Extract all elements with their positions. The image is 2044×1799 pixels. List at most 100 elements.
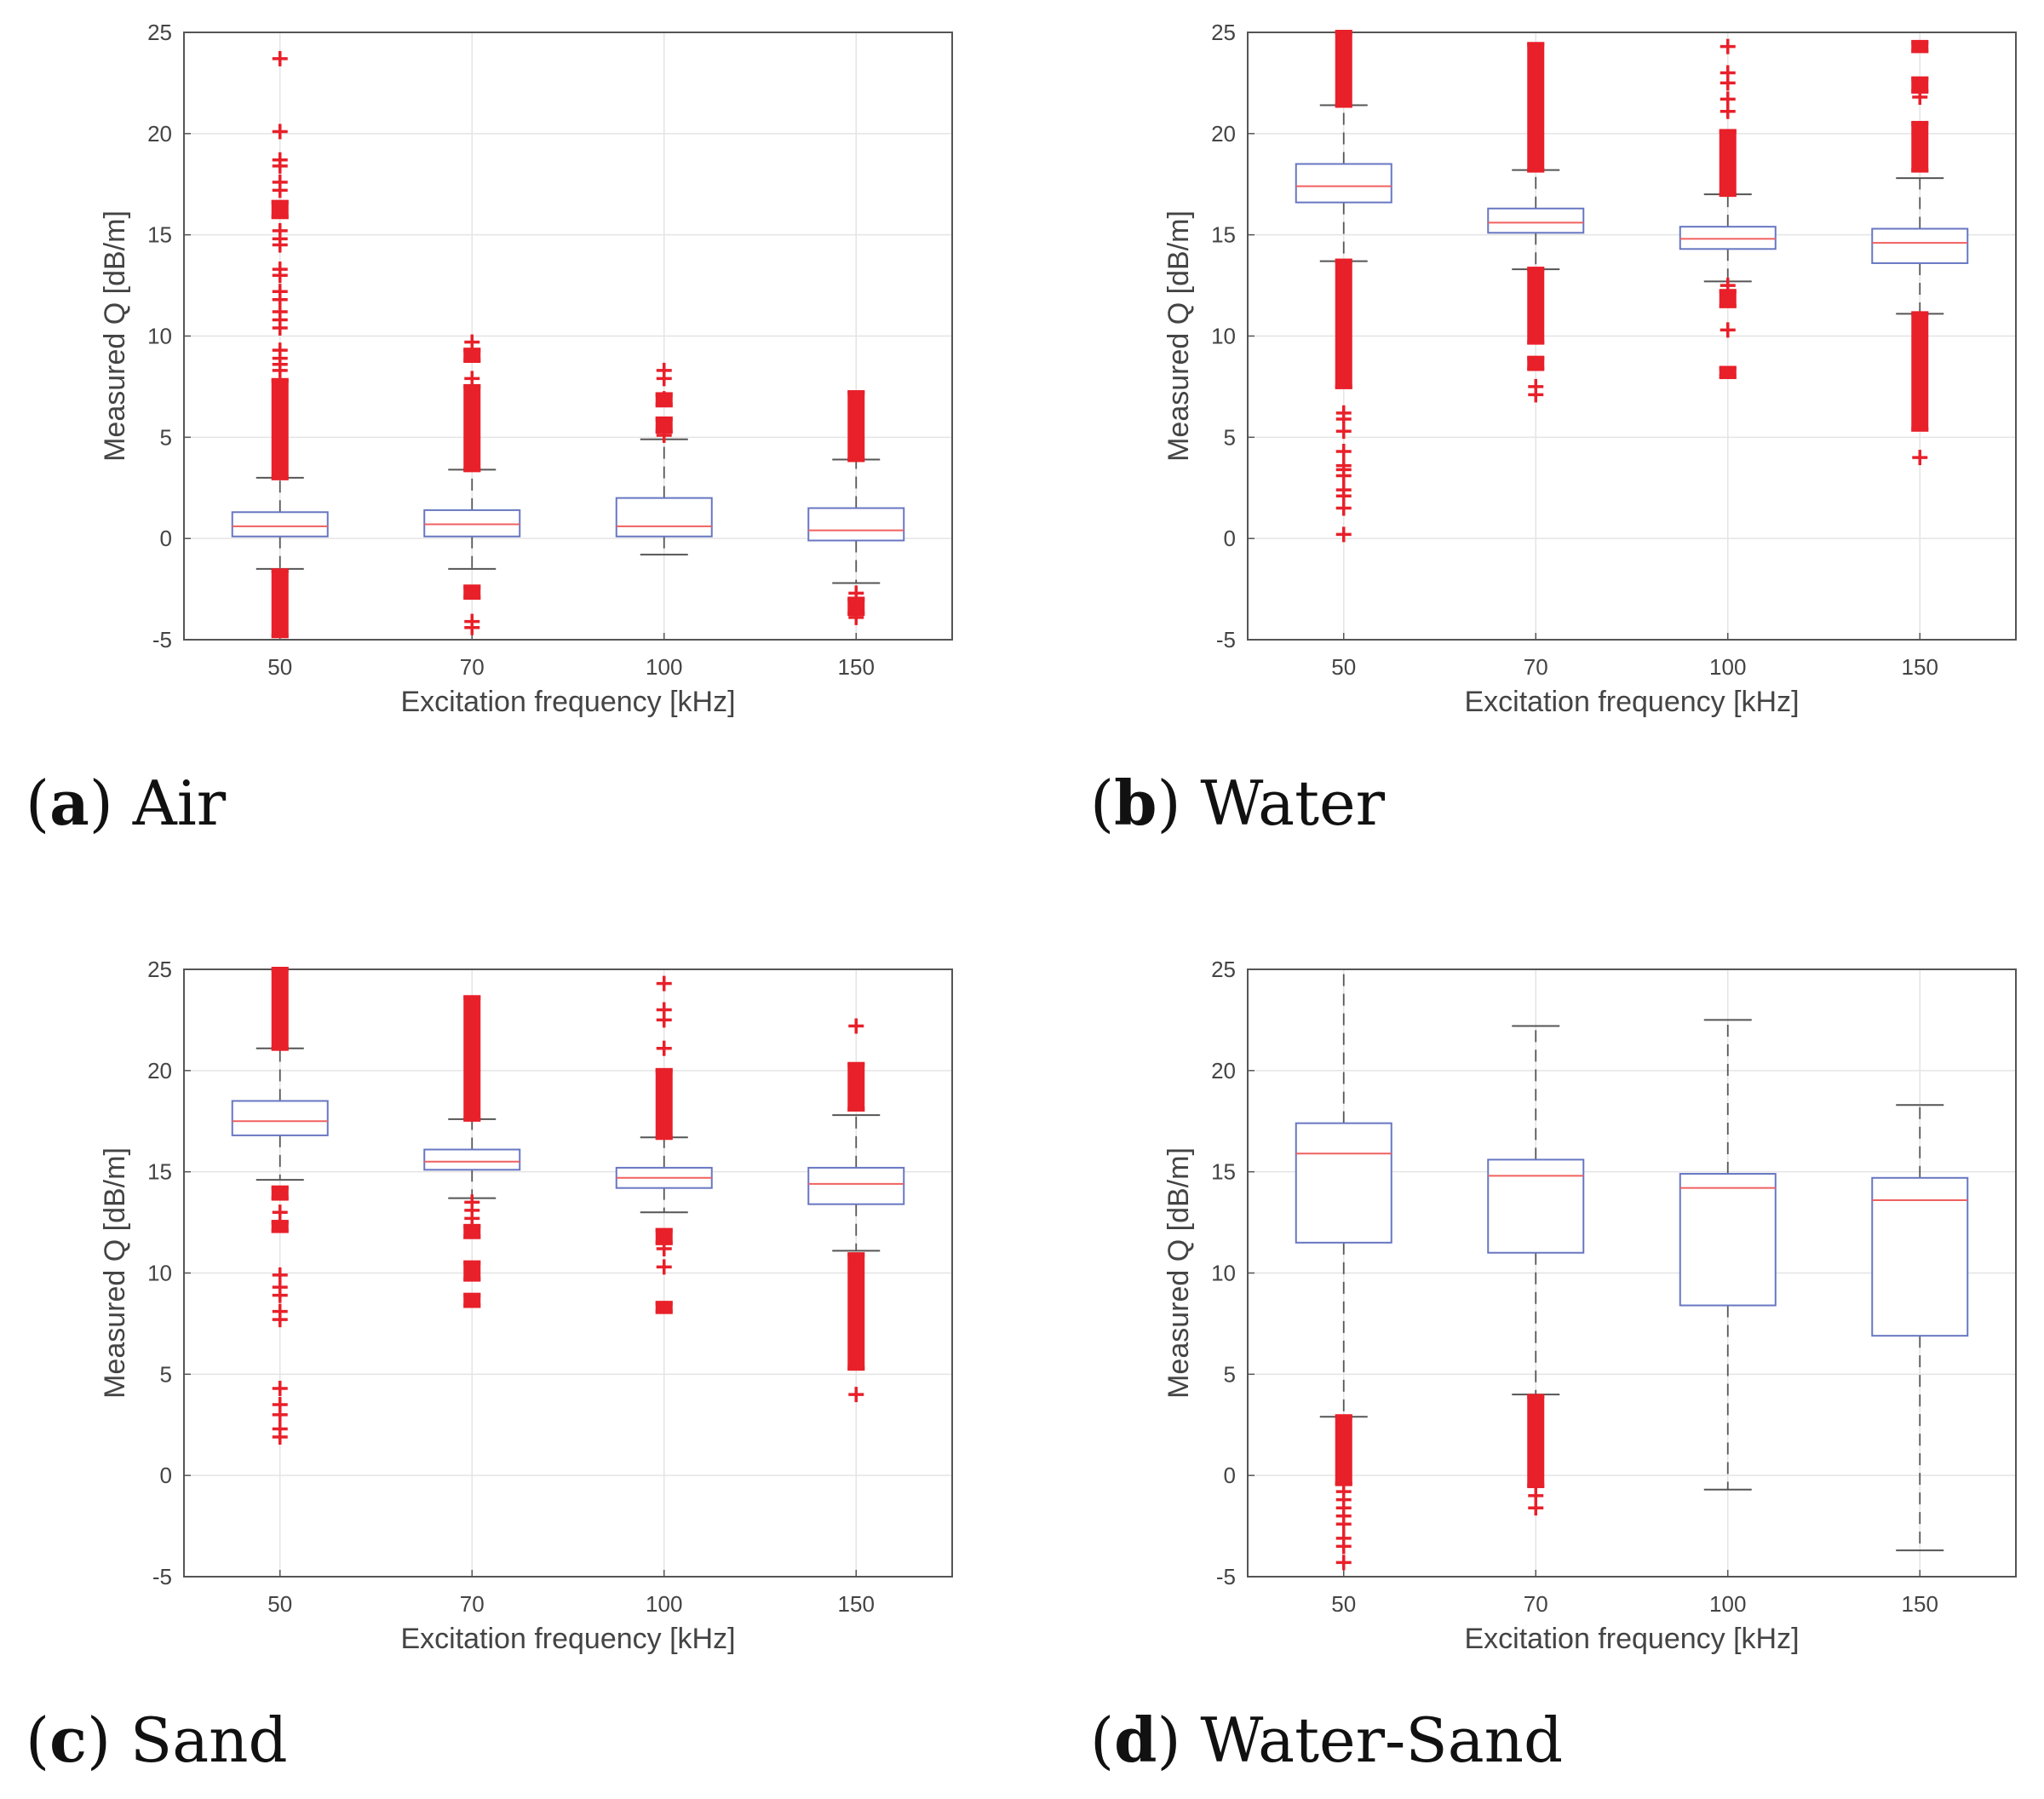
outlier-cluster [271, 967, 289, 1051]
y-tick-label: 15 [147, 1159, 172, 1185]
x-tick-label: 100 [1709, 1591, 1746, 1617]
x-tick-label: 70 [460, 1591, 485, 1617]
gridlines [1248, 32, 2016, 640]
x-tick-label: 70 [1524, 1591, 1548, 1617]
outlier-cluster [271, 199, 289, 220]
outlier-marker [1720, 75, 1736, 91]
outlier-cluster [271, 377, 289, 480]
outlier-marker [464, 1194, 480, 1210]
iqr-box [1679, 1173, 1777, 1307]
y-tick-label: 20 [147, 121, 172, 147]
outlier-marker [656, 427, 672, 443]
x-tick-label: 70 [1524, 654, 1548, 680]
box-50 [231, 967, 329, 1446]
y-axis-label: Measured Q [dB/m] [1163, 1147, 1195, 1399]
outlier-marker [272, 362, 288, 378]
gridlines [184, 969, 952, 1577]
y-tick-label: 15 [1211, 1159, 1236, 1185]
iqr-box [231, 1100, 329, 1136]
y-tick-label: 20 [1211, 1058, 1236, 1083]
outlier-cluster [847, 596, 865, 617]
y-tick-label: -5 [152, 1564, 172, 1589]
x-tick-label: 50 [267, 654, 292, 680]
outlier-cluster [271, 568, 289, 639]
iqr-box [423, 1148, 521, 1171]
y-tick-label: 25 [1211, 20, 1236, 45]
outlier-marker [1528, 387, 1544, 403]
outlier-marker [1335, 500, 1352, 516]
outlier-marker [1335, 526, 1352, 543]
y-tick-label: 5 [1224, 1361, 1236, 1387]
x-axis-label: Excitation frequency [kHz] [1464, 686, 1799, 718]
x-axis-label: Excitation frequency [kHz] [1464, 1623, 1799, 1655]
outlier-marker [1335, 443, 1352, 459]
outlier-marker [656, 1240, 672, 1256]
outlier-marker [1335, 1516, 1352, 1532]
y-tick-label: 10 [1211, 1261, 1236, 1286]
iqr-box [1679, 226, 1777, 250]
iqr-box [1487, 207, 1585, 234]
outlier-marker [272, 267, 288, 284]
y-tick-label: -5 [1216, 627, 1236, 652]
panel-caption-text: Sand [129, 1704, 288, 1776]
panel-letter: a [49, 767, 89, 839]
iqr-box [1871, 227, 1969, 264]
x-tick-label: 50 [267, 1591, 292, 1617]
outlier-marker [1720, 38, 1736, 55]
y-tick-label: 25 [147, 20, 172, 45]
x-tick-label: 150 [1902, 1591, 1938, 1617]
outlier-cluster [847, 1252, 865, 1371]
outlier-marker [656, 975, 672, 991]
y-tick-label: 0 [160, 1463, 172, 1488]
outlier-marker [272, 1312, 288, 1328]
panel-letter: d [1114, 1704, 1157, 1776]
y-tick-label: 10 [1211, 324, 1236, 349]
outlier-marker [272, 158, 288, 174]
y-axis-label: Measured Q [dB/m] [1163, 210, 1195, 462]
x-tick-label: 150 [838, 1591, 875, 1617]
gridlines [184, 32, 952, 640]
iqr-box [615, 497, 713, 537]
outlier-marker [848, 609, 864, 625]
box-50 [1295, 968, 1392, 1571]
outlier-marker [1335, 423, 1352, 440]
chart-panel-d: -5 0 5 10 15 20 25 50 70 100 150 Excitation frequen… [1163, 957, 2017, 1655]
outlier-cluster [463, 995, 481, 1122]
outlier-marker [272, 1429, 288, 1446]
panel-caption-b: (b) Water [1090, 767, 1386, 839]
outlier-marker [272, 1287, 288, 1303]
outlier-cluster [1719, 129, 1737, 198]
outlier-cluster [1719, 289, 1737, 308]
y-tick-label: 20 [1211, 121, 1236, 147]
x-tick-label: 70 [460, 654, 485, 680]
y-tick-label: 15 [1211, 222, 1236, 248]
x-tick-label: 150 [1902, 654, 1938, 680]
box-100 [615, 975, 713, 1314]
iqr-box [423, 509, 521, 537]
panel-caption-text: Air [132, 767, 227, 839]
box-150 [1871, 39, 1969, 466]
box-70 [423, 995, 521, 1308]
outlier-marker [1335, 1555, 1352, 1571]
outlier-marker [1335, 1538, 1352, 1555]
outlier-marker [272, 1380, 288, 1396]
outlier-cluster [1527, 267, 1545, 345]
y-tick-label: 5 [1224, 424, 1236, 450]
panel-caption-text: Water [1200, 767, 1386, 839]
chart-panel-c: -5 0 5 10 15 20 25 50 70 100 150 Excitation frequen… [99, 957, 953, 1655]
outlier-marker [272, 237, 288, 253]
x-tick-label: 100 [646, 1591, 682, 1617]
outlier-cluster [1527, 1394, 1545, 1489]
y-axis-label: Measured Q [dB/m] [99, 1147, 131, 1399]
outlier-marker [464, 619, 480, 635]
y-tick-label: 0 [160, 526, 172, 551]
iqr-box [1295, 1122, 1392, 1244]
x-axis-label: Excitation frequency [kHz] [400, 686, 735, 718]
outlier-marker [656, 371, 672, 387]
outlier-marker [848, 1387, 864, 1403]
outlier-marker [1912, 450, 1928, 466]
y-tick-label: 0 [1224, 1463, 1236, 1488]
chart-panel-a: -5 0 5 10 15 20 25 50 70 100 150 Excitation frequen… [99, 20, 953, 718]
outlier-cluster [463, 1260, 481, 1282]
